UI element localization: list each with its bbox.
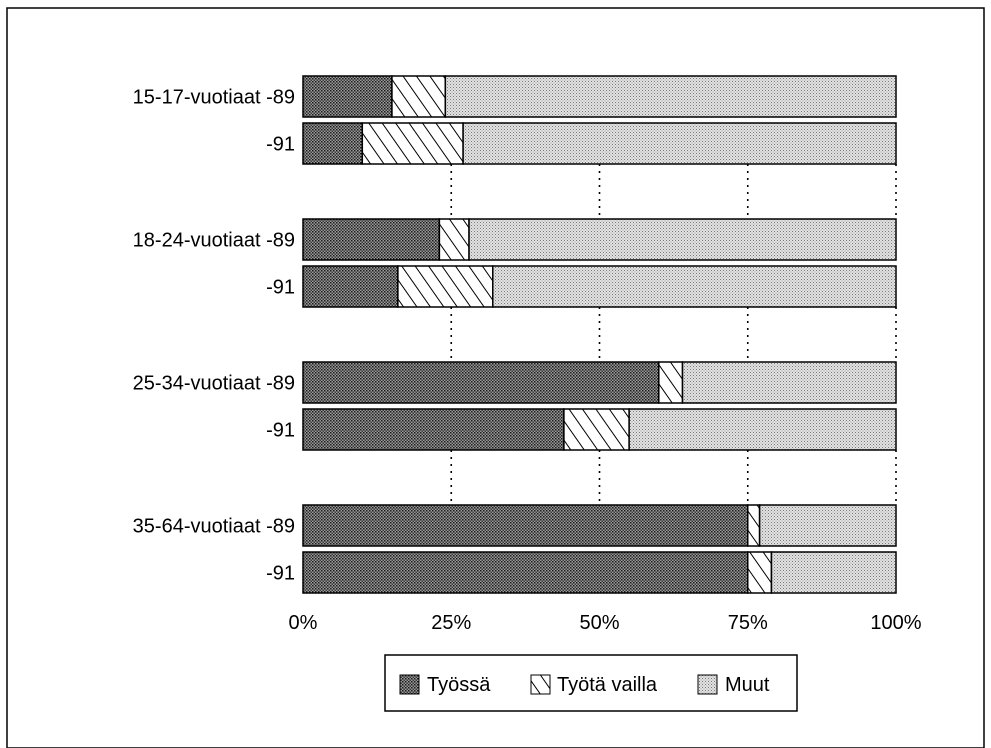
legend-swatch-tyossa bbox=[399, 674, 420, 695]
bar-segment-tyota-vailla bbox=[397, 265, 494, 308]
category-label: 25-34-vuotiaat -89 bbox=[133, 373, 295, 395]
bar-segment-muut bbox=[628, 408, 897, 451]
bar-segment-tyossa bbox=[302, 75, 393, 118]
bar-segment-tyota-vailla bbox=[747, 551, 773, 594]
x-tick-label: 50% bbox=[579, 612, 619, 634]
bar-segment-tyossa bbox=[302, 361, 660, 404]
legend-label-tyossa: Työssä bbox=[427, 674, 491, 696]
legend-label-muut: Muut bbox=[725, 674, 770, 696]
bar-segment-muut bbox=[681, 361, 897, 404]
bar-segment-tyossa bbox=[302, 265, 399, 308]
bar-segment-muut bbox=[462, 122, 897, 165]
bar-segment-tyossa bbox=[302, 408, 565, 451]
category-label: -91 bbox=[266, 134, 295, 156]
x-tick-label: 0% bbox=[289, 612, 318, 634]
bar-segment-tyota-vailla bbox=[438, 218, 470, 261]
category-label: -91 bbox=[266, 563, 295, 585]
bar-segment-tyossa bbox=[302, 504, 749, 547]
bar-segment-muut bbox=[468, 218, 897, 261]
category-label: 15-17-vuotiaat -89 bbox=[133, 87, 295, 109]
bar-segment-muut bbox=[758, 504, 897, 547]
bar-segment-tyossa bbox=[302, 551, 749, 594]
legend-swatch-tyota-vailla bbox=[530, 674, 551, 695]
bars bbox=[302, 75, 897, 594]
bar-segment-tyota-vailla bbox=[563, 408, 630, 451]
category-label: 35-64-vuotiaat -89 bbox=[133, 516, 295, 538]
bar-segment-muut bbox=[770, 551, 897, 594]
x-tick-label: 100% bbox=[870, 612, 921, 634]
bar-segment-tyossa bbox=[302, 122, 364, 165]
legend: Työssä Työtä vailla Muut bbox=[384, 654, 798, 712]
bar-segment-muut bbox=[492, 265, 897, 308]
bar-segment-muut bbox=[444, 75, 897, 118]
x-tick-label: 75% bbox=[728, 612, 768, 634]
legend-swatch-muut bbox=[697, 674, 718, 695]
bar-segment-tyossa bbox=[302, 218, 441, 261]
legend-label-tyota-vailla: Työtä vailla bbox=[557, 674, 658, 696]
category-label: 18-24-vuotiaat -89 bbox=[133, 230, 295, 252]
category-label: -91 bbox=[266, 420, 295, 442]
x-tick-labels: 0% 25% 50% 75% 100% bbox=[289, 612, 922, 634]
bar-segment-tyota-vailla bbox=[391, 75, 447, 118]
category-label: -91 bbox=[266, 277, 295, 299]
legend-box bbox=[384, 654, 798, 712]
bar-segment-tyota-vailla bbox=[361, 122, 464, 165]
bar-segment-tyota-vailla bbox=[747, 504, 761, 547]
category-labels: 15-17-vuotiaat -89 -91 18-24-vuotiaat -89 -… bbox=[133, 87, 295, 585]
bar-segment-tyota-vailla bbox=[658, 361, 684, 404]
x-tick-label: 25% bbox=[431, 612, 471, 634]
